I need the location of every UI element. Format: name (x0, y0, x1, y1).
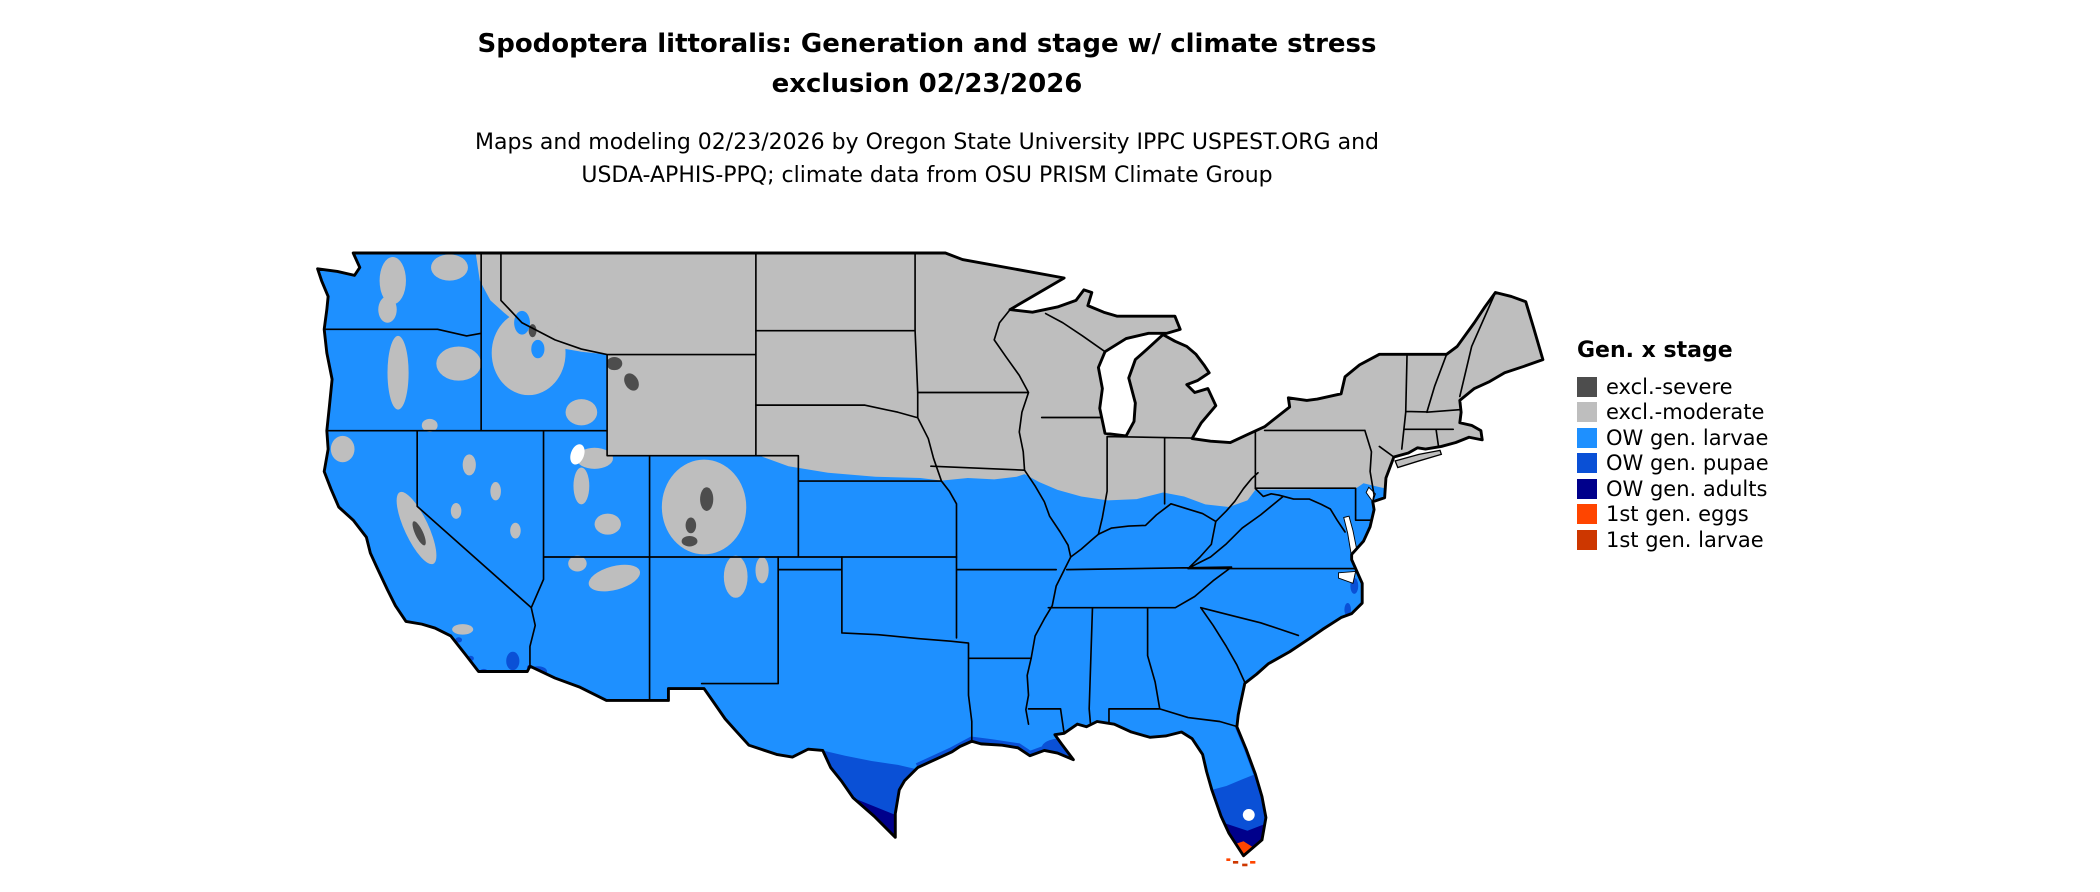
us-phenology-map (311, 228, 1564, 886)
legend-swatch-ow-adults (1577, 478, 1597, 499)
legend-swatch-ow-larvae (1577, 427, 1597, 448)
legend-item-ow-pupae: OW gen. pupae (1577, 451, 1769, 477)
legend-item-1st-eggs: 1st gen. eggs (1577, 502, 1769, 528)
legend: Gen. x stage excl.-severe excl.-moderate… (1577, 338, 1769, 553)
legend-item-1st-larvae: 1st gen. larvae (1577, 527, 1769, 553)
legend-item-excl-severe: excl.-severe (1577, 374, 1769, 400)
legend-title: Gen. x stage (1577, 338, 1733, 363)
legend-label-ow-adults: OW gen. adults (1606, 476, 1768, 501)
exclusion-severe-patches (412, 324, 714, 547)
inland-lakes (570, 444, 1376, 821)
us-map-svg (316, 251, 1545, 867)
map-title: Spodoptera littoralis: Generation and st… (0, 24, 1854, 104)
title-line-2: exclusion 02/23/2026 (771, 69, 1083, 99)
legend-label-ow-larvae: OW gen. larvae (1606, 425, 1769, 450)
state-borders (323, 253, 1497, 743)
subtitle-line-2: USDA-APHIS-PPQ; climate data from OSU PR… (581, 163, 1273, 188)
legend-swatch-ow-pupae (1577, 453, 1597, 474)
legend-label-excl-moderate: excl.-moderate (1606, 400, 1765, 425)
legend-label-ow-pupae: OW gen. pupae (1606, 451, 1769, 476)
legend-swatch-excl-moderate (1577, 402, 1597, 423)
long-island (1394, 449, 1443, 469)
legend-swatch-1st-larvae (1577, 529, 1597, 550)
first-gen-eggs-keys (1226, 858, 1256, 864)
legend-label-excl-severe: excl.-severe (1606, 374, 1733, 399)
legend-swatch-excl-severe (1577, 376, 1597, 397)
legend-swatch-1st-eggs (1577, 504, 1597, 525)
subtitle-line-1: Maps and modeling 02/23/2026 by Oregon S… (475, 130, 1379, 155)
title-line-1: Spodoptera littoralis: Generation and st… (477, 29, 1377, 59)
map-subtitle: Maps and modeling 02/23/2026 by Oregon S… (0, 126, 1854, 192)
legend-item-excl-moderate: excl.-moderate (1577, 400, 1769, 426)
legend-label-1st-eggs: 1st gen. eggs (1606, 502, 1749, 527)
first-gen-larvae-region (1232, 860, 1248, 867)
legend-label-1st-larvae: 1st gen. larvae (1606, 527, 1764, 552)
exclusion-moderate-mountain-patches (330, 254, 769, 635)
legend-item-ow-adults: OW gen. adults (1577, 476, 1769, 502)
first-gen-eggs-region (1235, 841, 1255, 856)
legend-item-ow-larvae: OW gen. larvae (1577, 425, 1769, 451)
national-outline (316, 251, 1545, 858)
